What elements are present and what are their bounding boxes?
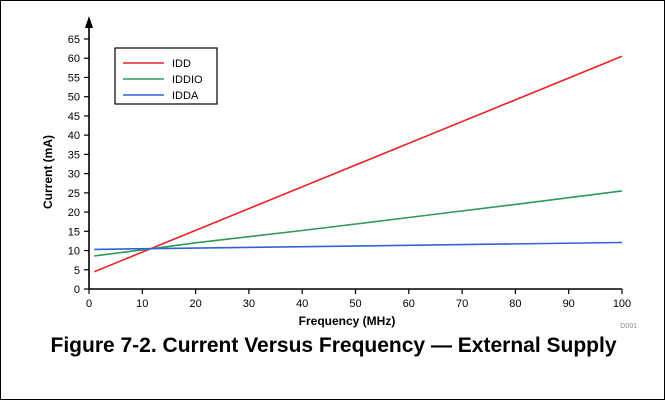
y-tick-label: 60: [68, 53, 80, 65]
x-tick-label: 70: [456, 298, 468, 310]
legend-label-idd: IDD: [172, 58, 191, 70]
y-tick-label: 40: [68, 130, 80, 142]
x-axis-title: Frequency (MHz): [299, 314, 396, 328]
x-tick-label: 90: [563, 298, 575, 310]
x-tick-label: 80: [509, 298, 521, 310]
series-line-idd: [93, 55, 623, 273]
x-tick-label: 60: [403, 298, 415, 310]
y-tick-label: 10: [68, 246, 80, 258]
y-tick-label: 45: [68, 111, 80, 123]
y-ticks: 0 5 10 15 20 25 30 35 40 45 50 55 60 65: [68, 34, 89, 296]
y-axis-title: Current (mA): [41, 135, 55, 209]
y-tick-label: 35: [68, 149, 80, 161]
y-tick-label: 65: [68, 34, 80, 46]
x-tick-label: 20: [189, 298, 201, 310]
line-chart: 0 10 20 30 40 50 60 70 80 90 100 0 5 10 15 20 25 30 35 40 4…: [41, 16, 637, 330]
series-line-idda: [94, 241, 623, 251]
x-tick-label: 0: [86, 298, 92, 310]
y-tick-label: 30: [68, 169, 80, 181]
x-ticks: 0 10 20 30 40 50 60 70 80 90 100: [86, 289, 631, 310]
x-tick-label: 30: [243, 298, 255, 310]
y-axis-arrow: [85, 16, 93, 28]
figure-id: D001: [620, 323, 637, 330]
x-tick-label: 50: [349, 298, 361, 310]
legend: IDD IDDIO IDDA: [114, 47, 218, 105]
x-tick-label: 100: [613, 298, 631, 310]
y-tick-label: 5: [74, 265, 80, 277]
y-tick-label: 55: [68, 72, 80, 84]
x-tick-label: 10: [136, 298, 148, 310]
series-lines: [93, 55, 623, 273]
y-tick-label: 50: [68, 92, 80, 104]
y-tick-label: 0: [74, 284, 80, 296]
x-tick-label: 40: [296, 298, 308, 310]
legend-label-iddio: IDDIO: [172, 74, 203, 86]
y-tick-label: 25: [68, 188, 80, 200]
figure-caption: Figure 7-2. Current Versus Frequency — E…: [50, 334, 617, 357]
legend-label-idda: IDDA: [172, 90, 199, 102]
y-tick-label: 20: [68, 207, 80, 219]
y-tick-label: 15: [68, 226, 80, 238]
